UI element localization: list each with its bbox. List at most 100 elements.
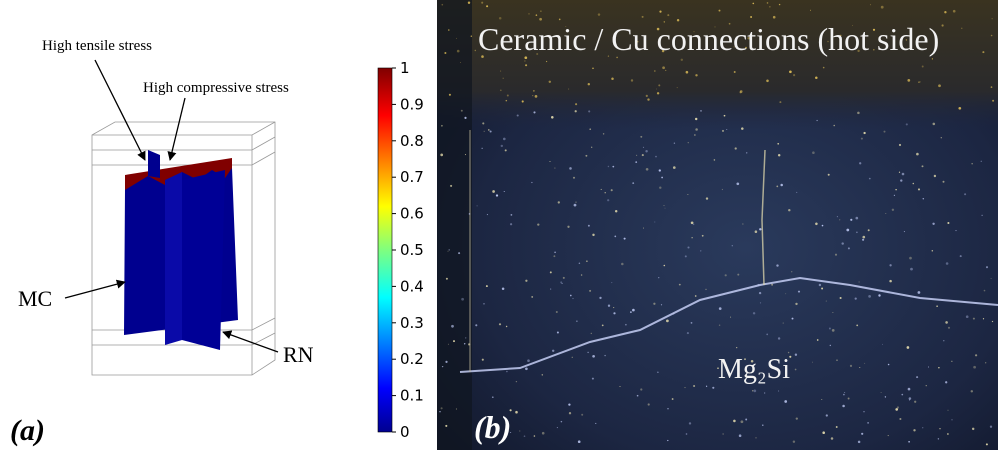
speckle	[550, 271, 552, 273]
speckle	[586, 260, 588, 262]
speckle	[706, 386, 707, 387]
annotation: MC	[18, 286, 52, 311]
speckle	[892, 209, 894, 211]
colorbar-tick-label: 0.3	[400, 314, 424, 332]
speckle	[441, 407, 443, 409]
colorbar-tick-label: 0.8	[400, 132, 424, 150]
speckle	[895, 189, 896, 190]
speckle	[492, 190, 495, 193]
speckle	[986, 266, 988, 268]
speckle	[842, 405, 845, 408]
speckle	[569, 412, 571, 414]
speckle	[936, 305, 938, 307]
speckle	[486, 5, 488, 7]
speckle	[878, 294, 880, 296]
speckle	[881, 392, 882, 393]
speckle	[552, 350, 554, 352]
speckle	[469, 213, 471, 215]
speckle	[885, 213, 886, 214]
speckle	[687, 332, 689, 334]
speckle	[611, 282, 612, 283]
speckle	[604, 355, 605, 356]
speckle	[941, 137, 942, 138]
speckle	[884, 131, 886, 133]
speckle	[603, 133, 604, 134]
speckle	[694, 134, 695, 135]
speckle	[663, 265, 665, 267]
speckle	[588, 83, 590, 85]
speckle	[938, 84, 941, 87]
speckle	[557, 427, 558, 428]
speckle	[572, 298, 573, 299]
speckle	[822, 225, 824, 227]
speckle	[691, 322, 693, 324]
speckle	[450, 185, 452, 187]
speckle	[625, 324, 627, 326]
speckle	[640, 388, 642, 390]
speckle	[501, 145, 503, 147]
speckle	[900, 179, 902, 181]
speckle	[938, 367, 939, 368]
speckle	[750, 16, 752, 18]
speckle	[635, 161, 637, 163]
speckle	[760, 302, 761, 303]
speckle	[587, 352, 588, 353]
speckle	[673, 313, 674, 314]
speckle	[913, 429, 915, 431]
speckle	[856, 232, 858, 234]
speckle	[908, 441, 910, 443]
speckle	[992, 100, 994, 102]
speckle	[909, 397, 912, 400]
speckle	[902, 173, 905, 176]
speckle	[687, 246, 689, 248]
speckle	[659, 11, 661, 13]
speckle	[882, 344, 883, 345]
speckle	[624, 238, 626, 240]
speckle	[630, 311, 632, 313]
speckle	[719, 325, 720, 326]
speckle	[619, 386, 620, 387]
speckle	[757, 284, 759, 286]
speckle	[839, 219, 840, 220]
speckle	[869, 178, 871, 180]
speckle	[488, 129, 490, 131]
speckle	[686, 71, 689, 74]
speckle	[500, 89, 502, 91]
speckle	[830, 345, 831, 346]
speckle	[831, 437, 834, 440]
speckle	[836, 426, 838, 428]
speckle	[684, 387, 685, 388]
speckle	[933, 123, 936, 126]
speckle	[897, 406, 899, 408]
speckle	[795, 354, 797, 356]
speckle	[821, 288, 823, 290]
speckle	[889, 280, 892, 283]
speckle	[632, 309, 635, 312]
speckle	[922, 165, 924, 167]
speckle	[496, 194, 498, 196]
speckle	[953, 10, 956, 13]
speckle	[528, 13, 529, 14]
speckle	[661, 177, 663, 179]
speckle	[766, 80, 769, 83]
speckle	[826, 414, 828, 416]
speckle	[932, 223, 934, 225]
speckle	[966, 315, 969, 318]
speckle	[972, 163, 973, 164]
speckle	[451, 325, 454, 328]
speckle	[570, 295, 572, 297]
speckle	[471, 36, 472, 37]
speckle	[723, 433, 724, 434]
speckle	[964, 193, 966, 195]
speckle	[864, 363, 865, 364]
speckle	[615, 210, 617, 212]
speckle	[640, 136, 642, 138]
speckle	[448, 344, 449, 345]
speckle	[932, 58, 933, 59]
speckle	[568, 89, 569, 90]
speckle	[923, 198, 924, 199]
speckle	[907, 79, 910, 82]
speckle	[461, 298, 464, 301]
colorbar-tick-label: 0.7	[400, 168, 424, 186]
speckle	[458, 252, 460, 254]
